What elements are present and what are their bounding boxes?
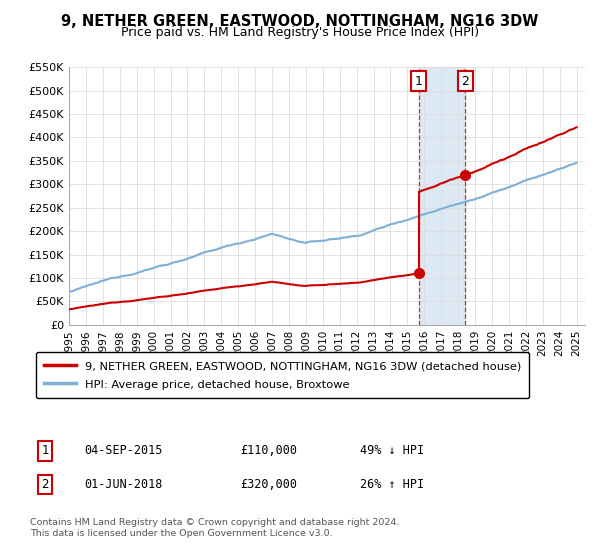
Text: Contains HM Land Registry data © Crown copyright and database right 2024.
This d: Contains HM Land Registry data © Crown c… — [30, 518, 400, 538]
Text: 1: 1 — [41, 444, 49, 458]
Text: 26% ↑ HPI: 26% ↑ HPI — [360, 478, 424, 491]
Text: 9, NETHER GREEN, EASTWOOD, NOTTINGHAM, NG16 3DW: 9, NETHER GREEN, EASTWOOD, NOTTINGHAM, N… — [61, 14, 539, 29]
Text: £110,000: £110,000 — [240, 444, 297, 458]
Legend: 9, NETHER GREEN, EASTWOOD, NOTTINGHAM, NG16 3DW (detached house), HPI: Average p: 9, NETHER GREEN, EASTWOOD, NOTTINGHAM, N… — [35, 352, 529, 398]
Text: Price paid vs. HM Land Registry's House Price Index (HPI): Price paid vs. HM Land Registry's House … — [121, 26, 479, 39]
Text: 2: 2 — [461, 74, 469, 88]
Text: £320,000: £320,000 — [240, 478, 297, 491]
Text: 04-SEP-2015: 04-SEP-2015 — [84, 444, 163, 458]
Text: 1: 1 — [415, 74, 422, 88]
Text: 01-JUN-2018: 01-JUN-2018 — [84, 478, 163, 491]
Text: 49% ↓ HPI: 49% ↓ HPI — [360, 444, 424, 458]
Text: 2: 2 — [41, 478, 49, 491]
Bar — [419, 67, 465, 325]
